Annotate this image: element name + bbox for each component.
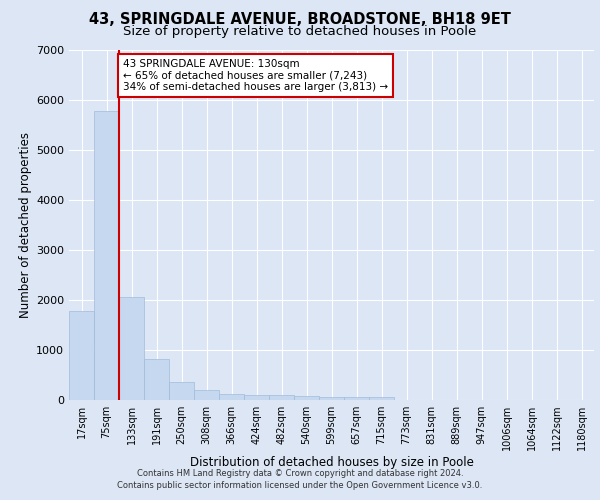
Bar [119, 297, 144, 400]
Bar [344, 397, 369, 400]
Bar [169, 382, 194, 400]
Bar [269, 395, 294, 400]
Text: Size of property relative to detached houses in Poole: Size of property relative to detached ho… [124, 25, 476, 38]
Bar [194, 390, 219, 400]
Bar [69, 311, 94, 400]
Bar [369, 397, 394, 400]
Y-axis label: Number of detached properties: Number of detached properties [19, 132, 32, 318]
Text: Contains HM Land Registry data © Crown copyright and database right 2024.: Contains HM Land Registry data © Crown c… [137, 468, 463, 477]
Text: 43, SPRINGDALE AVENUE, BROADSTONE, BH18 9ET: 43, SPRINGDALE AVENUE, BROADSTONE, BH18 … [89, 12, 511, 28]
Bar [219, 394, 244, 400]
Text: Contains public sector information licensed under the Open Government Licence v3: Contains public sector information licen… [118, 481, 482, 490]
X-axis label: Distribution of detached houses by size in Poole: Distribution of detached houses by size … [190, 456, 473, 469]
Text: 43 SPRINGDALE AVENUE: 130sqm
← 65% of detached houses are smaller (7,243)
34% of: 43 SPRINGDALE AVENUE: 130sqm ← 65% of de… [123, 59, 388, 92]
Bar [144, 359, 169, 400]
Bar [94, 111, 119, 400]
Bar [244, 395, 269, 400]
Bar [319, 396, 344, 400]
Bar [294, 396, 319, 400]
